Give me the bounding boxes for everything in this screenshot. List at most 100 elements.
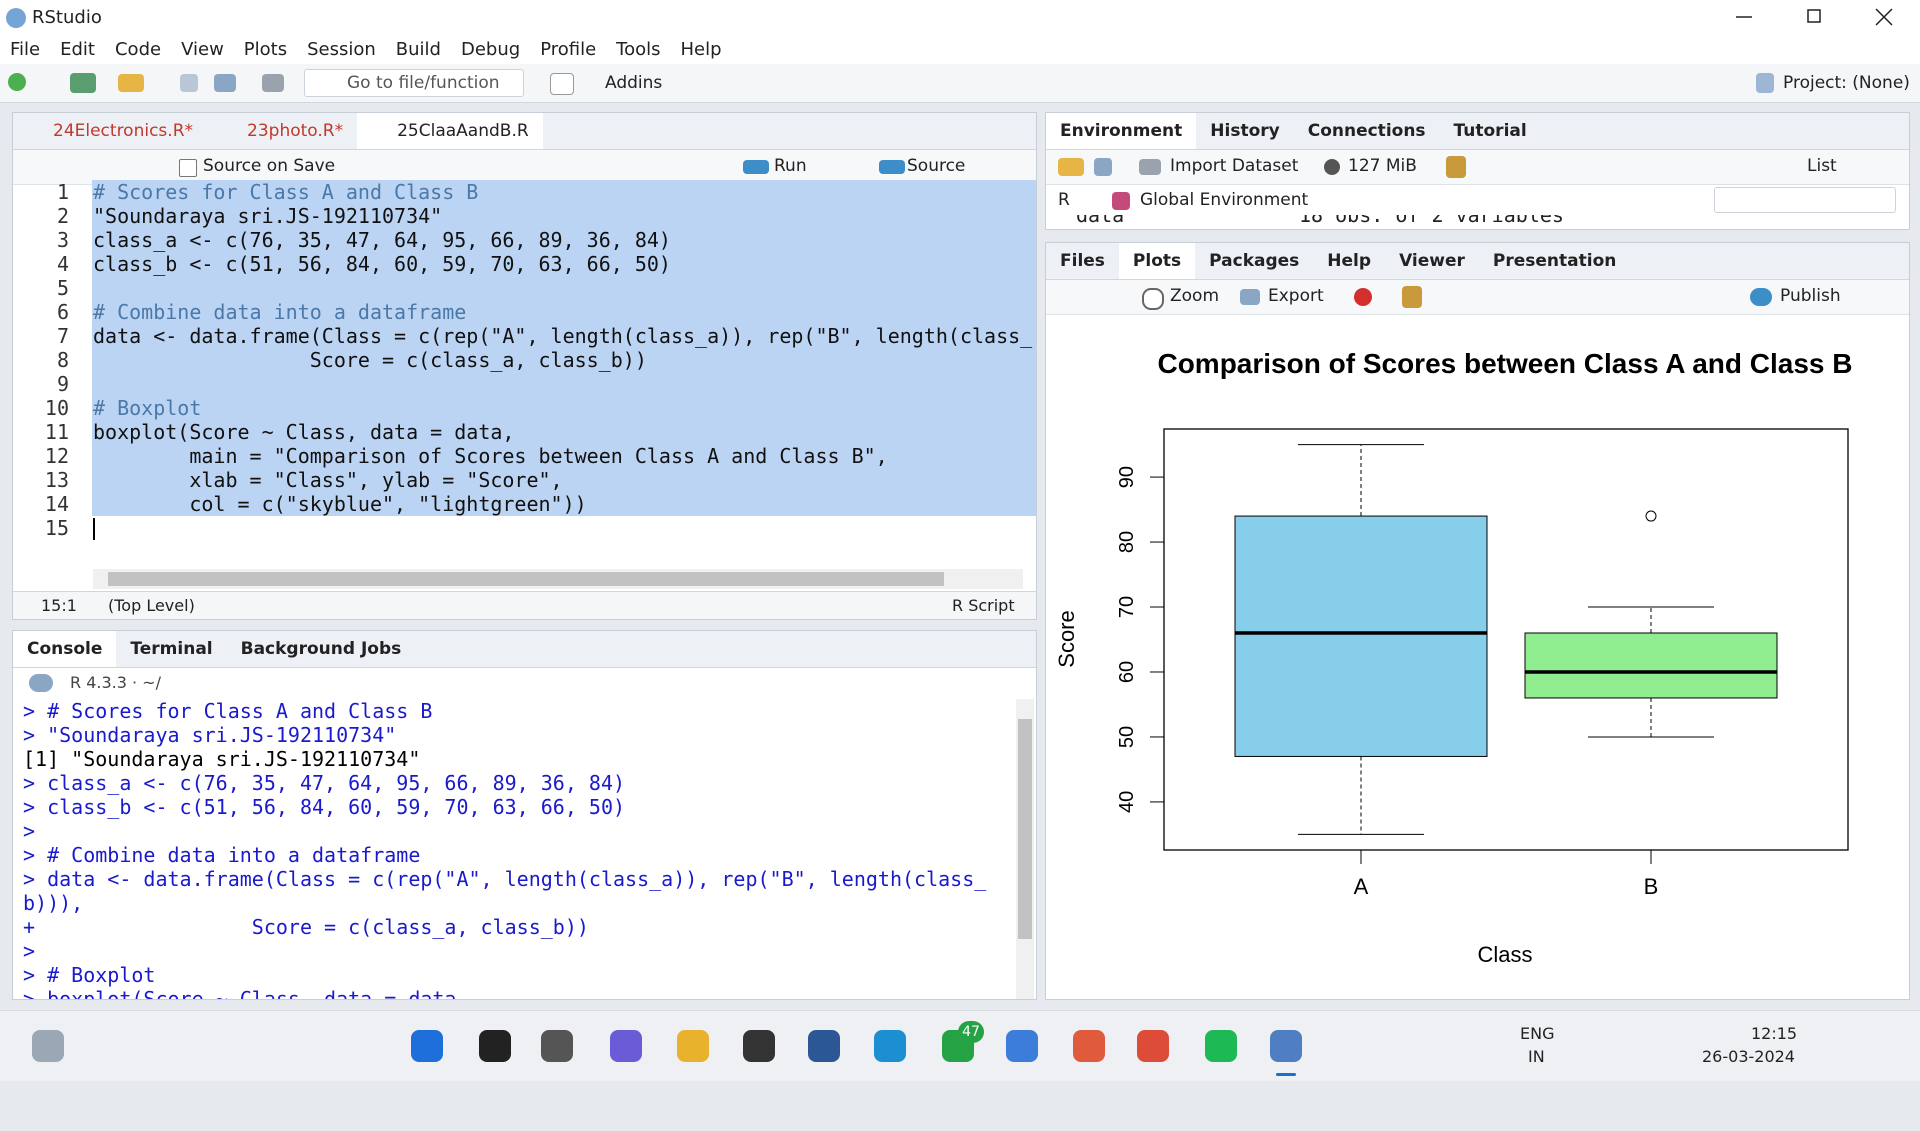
source-button[interactable]: Source: [907, 156, 966, 176]
import-dataset-menu[interactable]: Import Dataset: [1170, 156, 1299, 176]
zoom-button[interactable]: Zoom: [1170, 286, 1220, 306]
clear-plots-button[interactable]: [1402, 286, 1422, 308]
publish-menu[interactable]: Publish: [1780, 286, 1841, 306]
input-language[interactable]: ENG: [1520, 1024, 1555, 1043]
scope-menu[interactable]: (Top Level): [108, 596, 195, 615]
taskbar-icon[interactable]: [541, 1030, 573, 1062]
clear-button[interactable]: [1446, 156, 1466, 178]
clock-date[interactable]: 26-03-2024: [1702, 1047, 1795, 1066]
save-workspace-button[interactable]: [1094, 158, 1112, 176]
remove-plot-button[interactable]: [1354, 288, 1372, 306]
tab[interactable]: Connections: [1307, 121, 1426, 141]
menu-item[interactable]: Plots: [243, 38, 288, 60]
source-on-save-checkbox[interactable]: [179, 159, 197, 177]
taskbar-icon[interactable]: [743, 1030, 775, 1062]
menu-item[interactable]: Tools: [616, 38, 661, 60]
y-tick-label: 40: [1116, 791, 1138, 813]
export-menu[interactable]: Export: [1268, 286, 1324, 306]
tab[interactable]: Viewer: [1399, 251, 1465, 271]
y-tick-label: 60: [1116, 661, 1138, 683]
taskbar-icon[interactable]: [808, 1030, 840, 1062]
menu-item[interactable]: Build: [395, 38, 441, 60]
y-axis-label: Score: [1054, 610, 1079, 667]
menu-item[interactable]: Code: [114, 38, 162, 60]
plots-toolbar: Zoom Export Publish: [1046, 280, 1909, 315]
window-controls[interactable]: [1720, 0, 1920, 34]
save-button[interactable]: [180, 74, 198, 92]
input-region[interactable]: IN: [1528, 1047, 1545, 1066]
project-icon: [1756, 73, 1774, 93]
tab[interactable]: Tutorial: [1453, 121, 1527, 141]
memory-usage[interactable]: 127 MiB: [1348, 156, 1417, 176]
console-line: + Score = c(class_a, class_b)): [23, 915, 589, 939]
text-cursor: [93, 518, 95, 540]
scrollbar-thumb[interactable]: [108, 572, 944, 586]
plot-title: Comparison of Scores between Class A and…: [1157, 348, 1852, 379]
menu-item[interactable]: Debug: [460, 38, 521, 60]
line-numbers: 1 2 3 4 5 6 7 8 9 10 11 12 13 14 15: [13, 180, 69, 568]
line-number: 12: [44, 444, 69, 468]
tab[interactable]: Presentation: [1492, 251, 1617, 271]
file-type-menu[interactable]: R Script: [952, 596, 1015, 615]
taskbar-icon[interactable]: [32, 1030, 64, 1062]
addins-menu[interactable]: Addins: [605, 73, 663, 93]
tab[interactable]: History: [1210, 121, 1280, 141]
r-version: R 4.3.3 · ~/: [70, 673, 161, 692]
taskbar-icon[interactable]: [1205, 1030, 1237, 1062]
taskbar-icon[interactable]: [411, 1030, 443, 1062]
menu-item[interactable]: File: [10, 38, 41, 60]
open-button[interactable]: [118, 74, 144, 92]
tab[interactable]: Background Jobs: [240, 639, 402, 659]
view-menu[interactable]: List: [1807, 156, 1837, 176]
box: [1234, 515, 1488, 757]
taskbar-icon[interactable]: [1270, 1030, 1302, 1062]
menu-item[interactable]: Session: [307, 38, 376, 60]
menu-item[interactable]: View: [181, 38, 224, 60]
rstudio-window: RStudio File Edit Code View Plots Session Buil…: [0, 0, 1920, 1076]
save-all-button[interactable]: [214, 74, 236, 92]
menu-item[interactable]: Profile: [540, 38, 597, 60]
horizontal-scrollbar[interactable]: [93, 569, 1023, 589]
outlier: [1645, 510, 1657, 522]
taskbar-icon[interactable]: [874, 1030, 906, 1062]
menu-item[interactable]: Help: [680, 38, 722, 60]
run-button[interactable]: Run: [774, 156, 807, 176]
tab[interactable]: 24Electronics.R*: [53, 121, 194, 141]
console-output: > # Scores for Class A and Class B > "Sou…: [23, 699, 1013, 999]
tab[interactable]: Console: [13, 631, 117, 667]
new-project-button[interactable]: [70, 73, 96, 93]
tab[interactable]: 25ClaaAandB.R: [357, 113, 543, 149]
taskbar-icon[interactable]: [677, 1030, 709, 1062]
selection-highlight: [92, 180, 1036, 516]
tab[interactable]: Packages: [1209, 251, 1300, 271]
language-menu[interactable]: R: [1058, 190, 1070, 210]
taskbar-icon[interactable]: [610, 1030, 642, 1062]
print-button[interactable]: [262, 74, 284, 92]
go-to-box[interactable]: Go to file/function: [304, 69, 524, 97]
line-number: 11: [44, 420, 69, 444]
new-file-button[interactable]: [8, 73, 26, 91]
scrollbar-thumb[interactable]: [1018, 719, 1032, 939]
project-menu[interactable]: Project: (None): [1783, 73, 1910, 93]
tab[interactable]: Help: [1327, 251, 1372, 271]
main-toolbar: Go to file/function Addins Project: (Non…: [0, 64, 1920, 103]
search-box[interactable]: [1714, 187, 1896, 213]
menu-item[interactable]: Edit: [60, 38, 95, 60]
console-scrollbar[interactable]: [1016, 699, 1034, 999]
tab[interactable]: 23photo.R*: [247, 121, 344, 141]
tab[interactable]: Environment: [1046, 113, 1197, 149]
code-line: class_b <- c(51, 56, 84, 60, 59, 70, 63,…: [93, 252, 671, 276]
tab[interactable]: Plots: [1118, 243, 1196, 279]
layout-button[interactable]: [550, 73, 574, 95]
line-number: 10: [44, 396, 69, 420]
clock-time[interactable]: 12:15: [1751, 1024, 1798, 1043]
taskbar-icon[interactable]: [1137, 1030, 1169, 1062]
tab[interactable]: Files: [1060, 251, 1105, 271]
taskbar-icon[interactable]: [479, 1030, 511, 1062]
tab[interactable]: Terminal: [130, 639, 213, 659]
taskbar-icon[interactable]: [1073, 1030, 1105, 1062]
load-button[interactable]: [1058, 158, 1084, 176]
taskbar-icon[interactable]: [1006, 1030, 1038, 1062]
publish-icon: [1750, 288, 1772, 306]
scope-menu[interactable]: Global Environment: [1140, 190, 1309, 210]
